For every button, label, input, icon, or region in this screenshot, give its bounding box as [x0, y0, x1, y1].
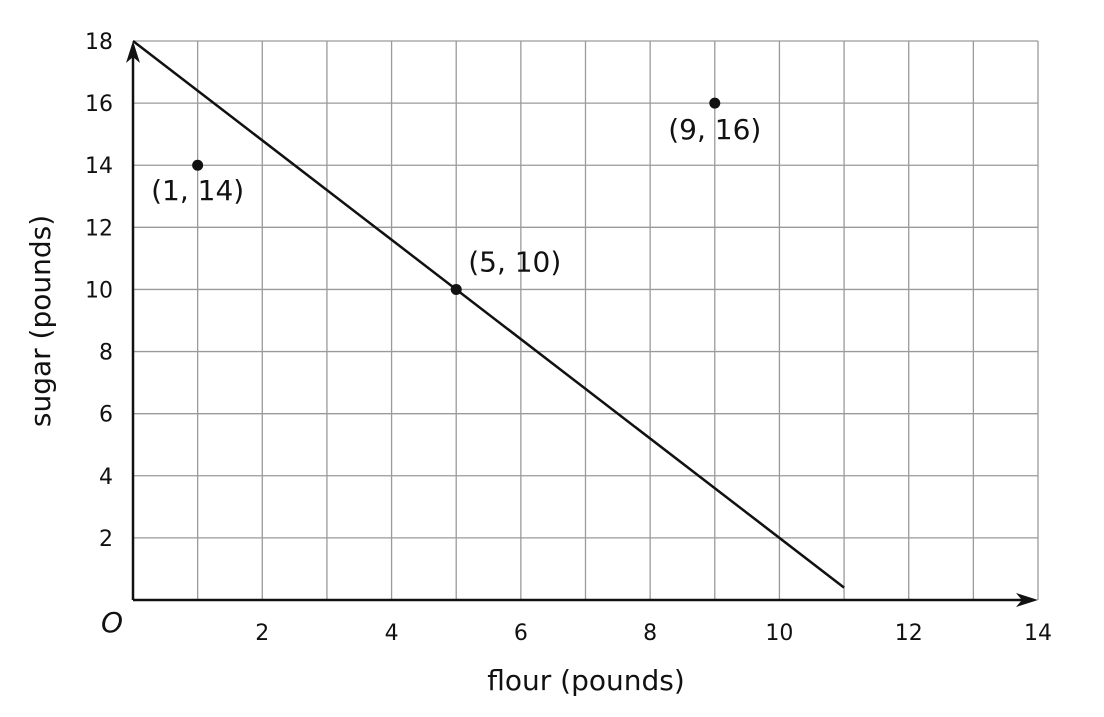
y-tick-label: 6 — [99, 403, 113, 428]
data-point-label: (1, 14) — [151, 174, 244, 207]
y-axis-arrow — [126, 41, 140, 63]
origin-label: O — [101, 606, 123, 639]
y-tick-label: 18 — [85, 30, 113, 55]
y-tick-label: 2 — [99, 527, 113, 552]
x-tick-label: 4 — [385, 621, 399, 646]
x-tick-label: 10 — [765, 621, 793, 646]
x-axis-arrow — [1016, 593, 1038, 607]
axes — [126, 41, 1038, 607]
data-point — [709, 97, 721, 109]
y-tick-label: 14 — [85, 154, 113, 179]
y-tick-label: 8 — [99, 341, 113, 366]
x-tick-label: 8 — [643, 621, 657, 646]
data-point-label: (5, 10) — [468, 245, 561, 278]
x-tick-label: 12 — [895, 621, 923, 646]
x-tick-label: 6 — [514, 621, 528, 646]
y-axis-label: sugar (pounds) — [24, 215, 57, 427]
data-point — [450, 283, 462, 295]
marks: (1, 14) (5, 10) (9, 16) — [132, 40, 845, 589]
y-tick-label: 10 — [85, 278, 113, 303]
trend-line — [132, 40, 845, 589]
data-point — [192, 159, 204, 171]
y-tick-label: 4 — [99, 465, 113, 490]
x-tick-label: 14 — [1024, 621, 1052, 646]
y-tick-label: 16 — [85, 92, 113, 117]
tick-labels: 2 4 6 8 10 12 14 2 4 6 8 10 12 14 16 18 — [85, 30, 1052, 646]
data-point-label: (9, 16) — [668, 113, 761, 146]
x-axis-label: flour (pounds) — [487, 664, 685, 697]
x-tick-label: 2 — [255, 621, 269, 646]
grid — [133, 40, 1039, 600]
y-tick-label: 12 — [85, 216, 113, 241]
